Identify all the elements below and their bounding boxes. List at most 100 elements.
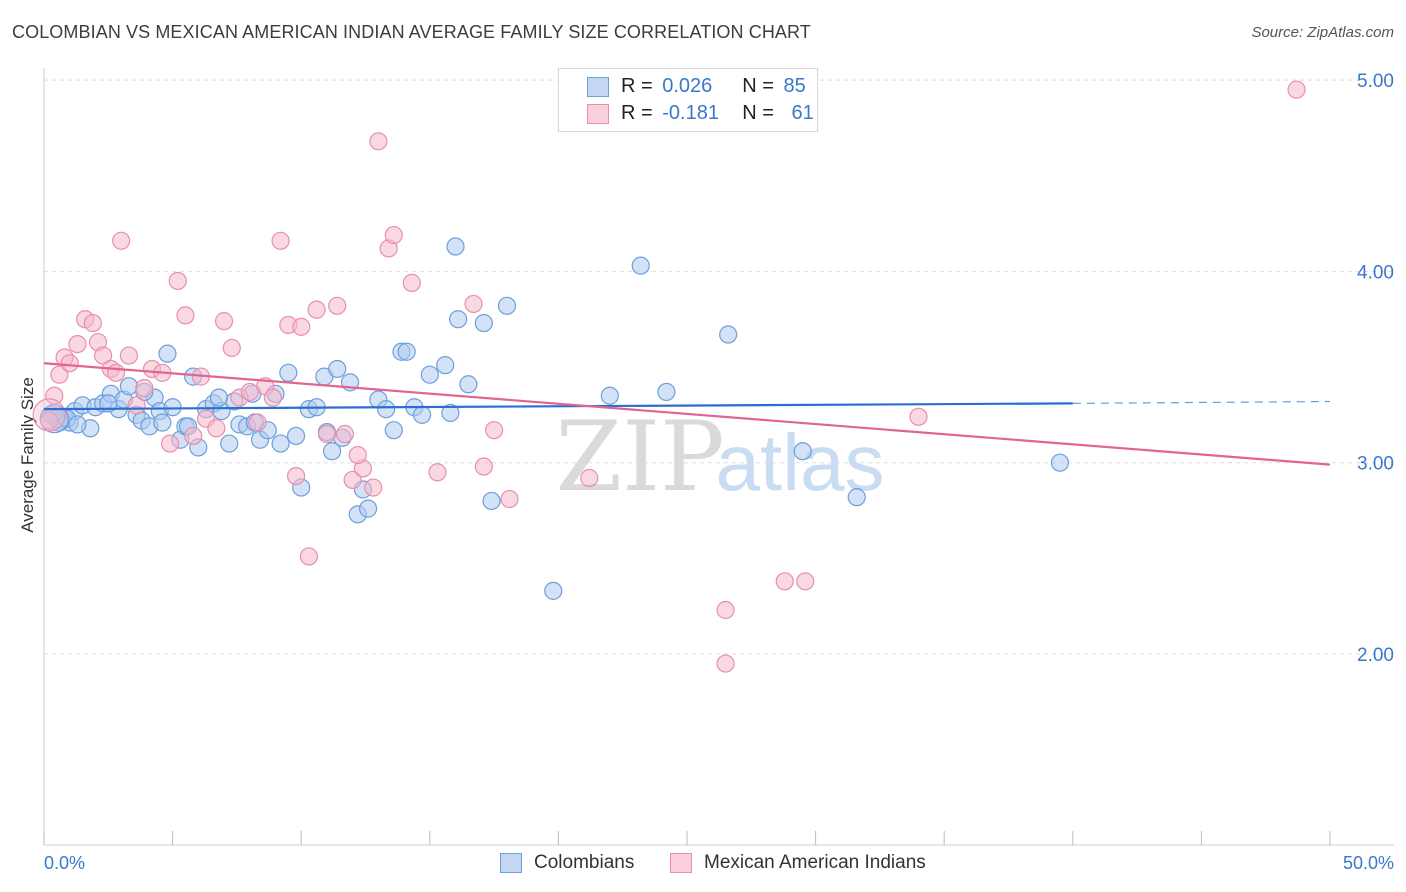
legend-r-value-colombians: 0.026	[662, 75, 713, 97]
mexican-point-25	[214, 312, 234, 331]
legend-r-label: R =	[621, 75, 653, 97]
colombians-point-36	[271, 434, 290, 453]
colombians-point-60	[448, 310, 468, 329]
mexican-point-20	[176, 306, 195, 325]
mexican-point-28	[240, 382, 259, 402]
series-legend: Colombians Mexican American Indians	[0, 852, 1406, 876]
colombians-point-78	[719, 325, 738, 344]
colombians-point-49	[358, 499, 378, 518]
mexican-point-15	[135, 378, 154, 398]
trend-line-colombians	[43, 402, 1073, 411]
colombians-point-43	[322, 442, 342, 461]
colombians-point-52	[384, 421, 403, 440]
colombians-point-62	[474, 313, 493, 333]
mexican-point-4	[60, 354, 79, 373]
x-tick-min: 0.0%	[44, 853, 86, 873]
legend-label-colombians: Colombians	[534, 852, 635, 873]
mexican-cluster-point	[32, 398, 66, 432]
y-tick-label-1: 3.00	[1357, 454, 1394, 475]
colombians-point-84	[153, 413, 172, 432]
colombians-point-61	[459, 375, 478, 394]
swatch-colombians	[500, 852, 522, 873]
y-tick-label-2: 4.00	[1357, 262, 1394, 283]
mexican-point-52	[485, 421, 504, 440]
legend-n-value-mexican: 61	[791, 102, 814, 124]
trend-lines	[43, 362, 1331, 466]
colombians-point-58	[436, 356, 455, 375]
correlation-legend: R = 0.026 N = 85 R = -0.181 N = 61	[558, 68, 818, 132]
axes	[43, 68, 1394, 846]
mexican-point-58	[796, 572, 815, 591]
colombians-point-75	[600, 386, 619, 405]
colombians-point-63	[497, 296, 517, 315]
legend-r-label: R =	[621, 102, 653, 124]
colombians-point-80	[847, 488, 866, 507]
mexican-point-1	[45, 386, 64, 405]
mexican-point-2	[50, 365, 69, 384]
mexican-point-53	[500, 489, 519, 509]
mexican-point-26	[222, 338, 241, 358]
colombians-point-57	[420, 365, 439, 384]
mexican-point-55	[716, 600, 735, 620]
mexican-point-32	[271, 231, 290, 250]
mexican-point-50	[464, 294, 483, 314]
colombians-point-79	[793, 442, 812, 461]
legend-label-mexican: Mexican American Indians	[704, 852, 926, 873]
mexican-point-37	[307, 300, 326, 319]
mexican-point-51	[474, 457, 493, 476]
trend-line-colombians-extension	[1072, 400, 1331, 404]
mexican-point-39	[328, 296, 347, 315]
legend-n-value-colombians: 85	[783, 75, 806, 97]
mexican-point-45	[369, 132, 388, 151]
mexican-point-11	[106, 363, 126, 382]
mexican-point-34	[286, 466, 306, 486]
legend-n-label: N =	[742, 75, 774, 97]
colombians-point-81	[1050, 453, 1070, 472]
colombians-point-77	[657, 382, 676, 402]
colombians-point-51	[376, 400, 396, 419]
mexican-point-49	[428, 463, 447, 482]
mexican-point-29	[248, 413, 267, 432]
legend-row-mexican: R = -0.181 N = 61	[587, 102, 814, 126]
mexican-point-31	[263, 388, 283, 407]
mexican-point-24	[207, 419, 226, 438]
legend-swatch-pink	[587, 103, 609, 124]
mexican-point-21	[184, 426, 203, 446]
mexican-point-12	[112, 231, 131, 250]
watermark-zip: ZIP	[555, 401, 724, 513]
colombians-point-19	[158, 344, 177, 363]
legend-swatch-blue	[587, 76, 609, 97]
mexican-point-19	[168, 271, 187, 291]
colombians-point-28	[220, 434, 239, 453]
y-tick-label-0: 2.00	[1357, 645, 1394, 666]
x-tick-max: 50.0%	[1342, 853, 1394, 873]
colombians-point-59	[446, 237, 465, 256]
colombians-point-76	[631, 256, 650, 275]
y-tick-labels: 2.00 3.00 4.00 5.00	[1357, 71, 1394, 666]
legend-n-label: N =	[742, 102, 774, 124]
mexican-point-40	[335, 424, 355, 444]
colombians-point-56	[412, 405, 432, 424]
swatch-mexican	[670, 852, 692, 873]
mexican-point-44	[348, 445, 367, 465]
mexican-point-38	[317, 424, 337, 444]
grid-lines	[44, 79, 1394, 655]
colombians-point-83	[68, 415, 87, 434]
legend-row-colombians: R = 0.026 N = 85	[587, 75, 806, 99]
legend-r-value-mexican: -0.181	[662, 102, 719, 124]
legend-item-colombians[interactable]: Colombians	[500, 852, 634, 874]
mexican-point-14	[127, 396, 146, 415]
mexican-point-13	[119, 346, 138, 365]
colombians-point-69	[209, 388, 228, 407]
watermark: ZIP atlas	[555, 401, 884, 513]
colombians-point-74	[544, 581, 563, 600]
legend-item-mexican[interactable]: Mexican American Indians	[670, 852, 926, 874]
mexican-point-41	[343, 470, 362, 490]
colombians-point-20	[163, 398, 182, 417]
colombians-point-38	[286, 426, 306, 446]
colombians-point-73	[482, 491, 501, 511]
mexican-point-9	[94, 346, 113, 365]
source-label: Source: ZipAtlas.com	[1251, 24, 1394, 41]
mexican-point-60	[1287, 80, 1306, 99]
